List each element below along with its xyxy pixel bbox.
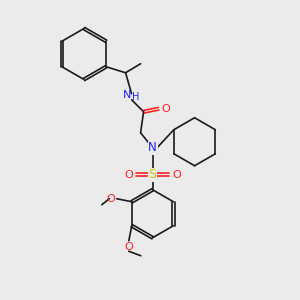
Text: O: O: [124, 170, 133, 180]
Text: S: S: [148, 168, 157, 181]
Text: O: O: [106, 194, 115, 204]
Text: N: N: [123, 90, 131, 100]
Text: O: O: [124, 242, 133, 252]
Text: N: N: [148, 141, 157, 154]
Text: O: O: [162, 104, 170, 114]
Text: H: H: [132, 92, 140, 102]
Text: O: O: [172, 170, 181, 180]
